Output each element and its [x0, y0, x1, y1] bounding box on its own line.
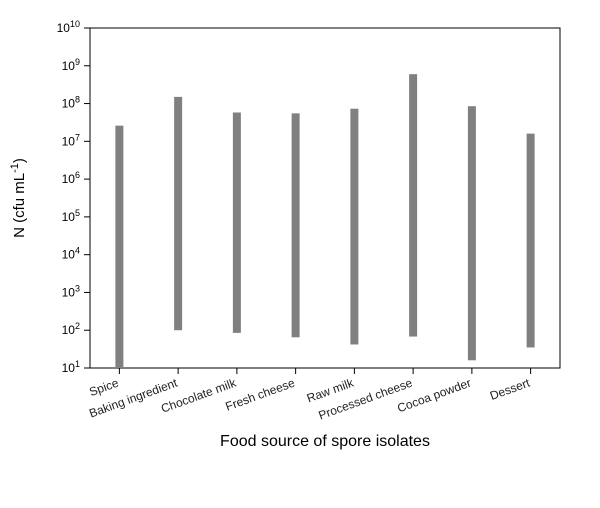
- range-bar: [292, 113, 300, 337]
- y-tick-label: 101: [62, 359, 80, 375]
- y-tick-label: 102: [62, 321, 80, 337]
- x-axis-title: Food source of spore isolates: [220, 433, 430, 450]
- range-bar: [233, 112, 241, 332]
- range-bar: [350, 109, 358, 345]
- x-tick-label: Dessert: [488, 375, 532, 403]
- range-bar: [468, 106, 476, 360]
- y-tick-label: 104: [62, 246, 80, 262]
- range-bar: [174, 97, 182, 330]
- y-tick-label: 1010: [57, 19, 80, 35]
- y-tick-label: 109: [62, 57, 80, 73]
- y-tick-label: 103: [62, 283, 80, 299]
- y-tick-label: 108: [62, 95, 80, 111]
- chart-svg: 101 102 103 104 105 106 107 108 109 1010 N (cfu mL…: [0, 0, 600, 508]
- range-bar: [527, 134, 535, 348]
- x-tick-label: Spice: [87, 376, 120, 400]
- y-tick-label: 107: [62, 132, 80, 148]
- y-axis-title: N (cfu mL-1): [9, 158, 28, 238]
- range-bar: [409, 74, 417, 336]
- range-bar: [115, 126, 123, 368]
- svg-text:N (cfu mL-1): N (cfu mL-1): [9, 158, 28, 238]
- y-tick-label: 106: [62, 170, 80, 186]
- plot-border: [90, 28, 560, 368]
- y-tick-label: 105: [62, 208, 80, 224]
